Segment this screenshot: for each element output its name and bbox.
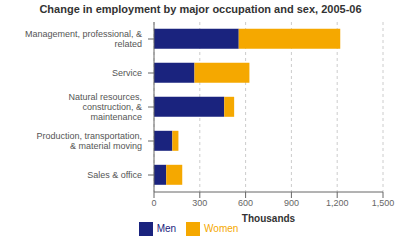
svg-text:900: 900: [284, 198, 299, 208]
svg-text:Service: Service: [112, 68, 142, 78]
svg-text:Thousands: Thousands: [242, 213, 296, 224]
svg-text:600: 600: [238, 198, 253, 208]
svg-text:1,200: 1,200: [326, 198, 349, 208]
html-text:Women: Women: [204, 222, 239, 234]
svg-text:Production, transportation,& m: Production, transportation,& material mo…: [36, 131, 142, 151]
svg-text:Sales & office: Sales & office: [87, 170, 142, 180]
svg-text:Natural resources,construction: Natural resources,construction, &mainten…: [68, 92, 142, 122]
svg-text:300: 300: [192, 198, 207, 208]
html-text:Men: Men: [156, 222, 177, 234]
svg-text:0: 0: [151, 198, 156, 208]
html-text:Change in employment by major: Change in employment by major occupation…: [39, 3, 362, 15]
svg-text:Management, professional, &rel: Management, professional, &related: [25, 29, 142, 49]
svg-text:1,500: 1,500: [372, 198, 393, 208]
